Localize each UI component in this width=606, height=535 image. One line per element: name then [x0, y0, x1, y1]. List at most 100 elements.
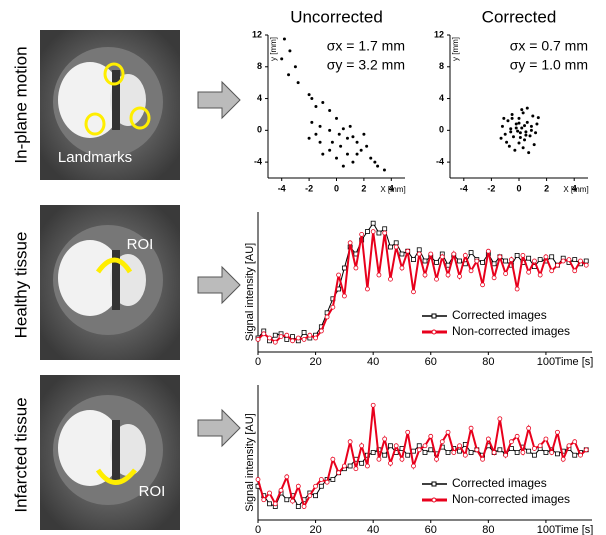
- marker: [279, 488, 283, 492]
- point: [356, 153, 359, 156]
- image-label: Landmarks: [58, 149, 132, 166]
- point: [519, 131, 522, 134]
- marker: [481, 283, 485, 287]
- marker: [440, 255, 444, 259]
- marker: [342, 294, 346, 298]
- point: [297, 81, 300, 84]
- x-tick-label: -4: [460, 183, 468, 193]
- marker: [319, 329, 323, 333]
- marker: [469, 251, 473, 255]
- x-tick-label: 40: [367, 356, 379, 368]
- x-tick-label: 2: [544, 183, 549, 193]
- x-tick-label: 60: [425, 356, 437, 368]
- marker: [538, 258, 542, 262]
- point: [314, 133, 317, 136]
- x-tick-label: 2: [361, 183, 366, 193]
- marker: [452, 252, 456, 256]
- point: [351, 135, 354, 138]
- y-tick-label: 0: [257, 125, 262, 135]
- legend-label: Corrected images: [452, 476, 547, 490]
- marker: [314, 336, 318, 340]
- marker: [273, 340, 277, 344]
- marker: [498, 417, 502, 421]
- legend-marker: [432, 314, 436, 318]
- marker: [279, 335, 283, 339]
- point: [509, 127, 512, 130]
- marker: [319, 478, 323, 482]
- marker: [463, 253, 467, 257]
- marker: [435, 457, 439, 461]
- marker: [509, 258, 513, 262]
- point: [308, 137, 311, 140]
- marker: [388, 277, 392, 281]
- marker: [400, 252, 404, 256]
- x-tick-label: 20: [309, 356, 321, 368]
- arrow: [198, 267, 240, 303]
- marker: [342, 266, 346, 270]
- point: [509, 130, 512, 133]
- point: [335, 157, 338, 160]
- marker: [325, 480, 329, 484]
- y-axis-label: y [mm]: [451, 37, 460, 61]
- point: [319, 141, 322, 144]
- marker: [256, 478, 260, 482]
- x-tick-label: 0: [255, 356, 261, 368]
- marker: [584, 263, 588, 267]
- marker: [458, 274, 462, 278]
- marker: [291, 499, 295, 503]
- point: [531, 115, 534, 118]
- marker: [486, 437, 490, 441]
- marker: [388, 245, 392, 249]
- marker: [371, 403, 375, 407]
- marker: [578, 259, 582, 263]
- marker: [354, 266, 358, 270]
- series-line: [258, 223, 586, 341]
- marker: [360, 232, 364, 236]
- marker: [302, 337, 306, 341]
- annotation: σx = 0.7 mm: [510, 38, 588, 54]
- marker: [423, 273, 427, 277]
- marker: [509, 440, 513, 444]
- marker: [342, 464, 346, 468]
- marker: [446, 430, 450, 434]
- point: [502, 117, 505, 120]
- x-tick-label: 40: [367, 524, 379, 535]
- mri-image: ROI: [40, 375, 180, 530]
- marker: [550, 269, 554, 273]
- point: [321, 153, 324, 156]
- marker: [429, 434, 433, 438]
- x-tick-label: 80: [482, 356, 494, 368]
- y-tick-label: 0: [439, 125, 444, 135]
- point: [383, 169, 386, 172]
- point: [294, 65, 297, 68]
- marker: [469, 451, 473, 455]
- marker: [383, 227, 387, 231]
- marker: [406, 430, 410, 434]
- point: [522, 111, 525, 114]
- marker: [377, 231, 381, 235]
- marker: [371, 451, 375, 455]
- marker: [538, 444, 542, 448]
- marker: [296, 484, 300, 488]
- marker: [532, 259, 536, 263]
- marker: [285, 337, 289, 341]
- x-tick-label: -2: [305, 183, 313, 193]
- point: [339, 145, 342, 148]
- marker: [400, 266, 404, 270]
- point: [512, 135, 515, 138]
- point: [369, 157, 372, 160]
- marker: [532, 446, 536, 450]
- marker: [383, 453, 387, 457]
- chart-title: Uncorrected: [290, 7, 383, 26]
- point: [338, 133, 341, 136]
- marker: [371, 230, 375, 234]
- marker: [268, 502, 272, 506]
- point: [530, 129, 533, 132]
- marker: [527, 270, 531, 274]
- marker: [411, 290, 415, 294]
- point: [321, 101, 324, 104]
- marker: [285, 498, 289, 502]
- marker: [458, 444, 462, 448]
- mri-image: Landmarks: [40, 30, 180, 180]
- point: [283, 37, 286, 40]
